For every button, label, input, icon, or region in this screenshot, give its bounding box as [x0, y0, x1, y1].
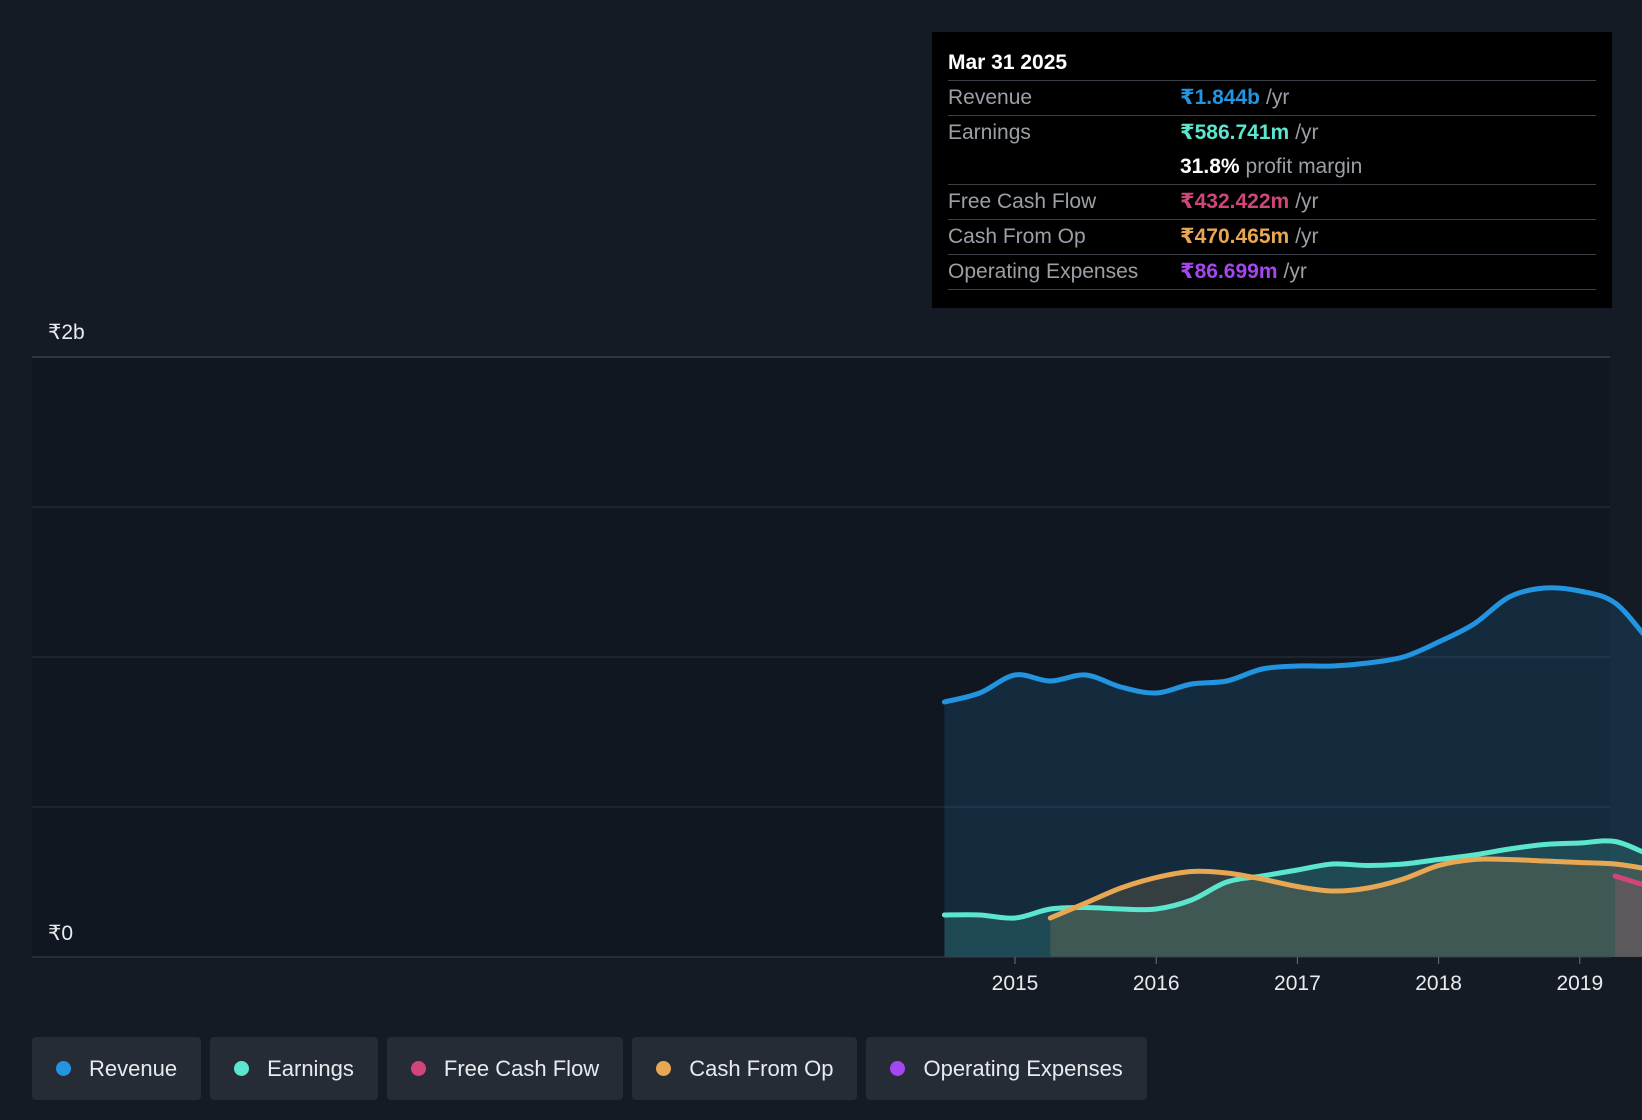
x-tick-label: 2015	[992, 972, 1039, 995]
legend-item-earnings[interactable]: Earnings	[210, 1037, 378, 1100]
tooltip-unit: /yr	[1266, 86, 1290, 109]
tooltip-label: Earnings	[948, 121, 1031, 144]
legend-dot-icon	[234, 1061, 250, 1076]
tooltip-unit: /yr	[1295, 225, 1319, 248]
profit-margin-value: 31.8%	[1180, 155, 1240, 178]
tooltip-unit: /yr	[1295, 121, 1319, 144]
y-tick-label-top: ₹2b	[48, 321, 85, 344]
legend-label: Cash From Op	[689, 1055, 834, 1081]
tooltip-label: Revenue	[948, 86, 1033, 109]
tooltip-value: ₹86.699m	[1180, 260, 1278, 283]
tooltip-value: ₹470.465m	[1180, 225, 1290, 248]
tooltip-date: Mar 31 2025	[948, 46, 1596, 81]
tooltip-unit: profit margin	[1245, 155, 1363, 178]
series-lines	[941, 585, 1642, 921]
tooltip-unit: /yr	[1295, 190, 1319, 213]
y-tick-label-bottom: ₹0	[48, 922, 74, 945]
legend-label: Operating Expenses	[923, 1055, 1123, 1081]
tooltip-value: ₹586.741m	[1180, 121, 1290, 144]
legend-dot-icon	[656, 1061, 672, 1076]
free-cash-flow-area	[1615, 876, 1642, 957]
revenue-area	[944, 587, 1642, 957]
legend-item-revenue[interactable]: Revenue	[32, 1037, 202, 1100]
tooltip-row-earnings: Earnings ₹586.741m /yr	[948, 116, 1596, 150]
tooltip-label: Cash From Op	[948, 225, 1086, 248]
x-tick-label: 2016	[1133, 972, 1180, 995]
cash-from-op-area	[1050, 859, 1642, 957]
tooltip-panel: Mar 31 2025 Revenue ₹1.844b /yr Earnings…	[932, 32, 1612, 308]
legend-item-operating-expenses[interactable]: Operating Expenses	[866, 1037, 1147, 1100]
series-areas	[944, 587, 1642, 957]
revenue-line	[941, 585, 1642, 705]
legend-label: Earnings	[267, 1055, 354, 1081]
x-tick-label: 2017	[1274, 972, 1321, 995]
tooltip-label: Operating Expenses	[948, 260, 1139, 283]
legend-dot-icon	[410, 1061, 426, 1076]
legend-item-cash-from-op[interactable]: Cash From Op	[632, 1037, 858, 1100]
x-tick-label: 2018	[1415, 972, 1462, 995]
x-axis-ticks: 2015201620172018201920202021202220232024…	[992, 957, 1603, 995]
gridlines	[32, 356, 1610, 808]
tooltip-label: Free Cash Flow	[948, 190, 1097, 213]
legend-label: Free Cash Flow	[443, 1055, 600, 1081]
tooltip-unit: /yr	[1283, 260, 1307, 283]
legend: Revenue Earnings Free Cash Flow Cash Fro…	[32, 1037, 1147, 1100]
earnings-area	[944, 840, 1642, 957]
tooltip-value: ₹432.422m	[1180, 190, 1290, 213]
tooltip-value: ₹1.844b	[1180, 86, 1260, 109]
earnings-line	[941, 838, 1642, 921]
tooltip-row-revenue: Revenue ₹1.844b /yr	[948, 81, 1596, 116]
x-tick-label: 2019	[1556, 972, 1603, 995]
tooltip-row-cash-from-op: Cash From Op ₹470.465m /yr	[948, 220, 1596, 255]
tooltip-row-operating-expenses: Operating Expenses ₹86.699m /yr	[948, 255, 1596, 290]
tooltip-row-profit-margin: 31.8% profit margin	[948, 150, 1596, 185]
tooltip-row-free-cash-flow: Free Cash Flow ₹432.422m /yr	[948, 185, 1596, 220]
legend-item-free-cash-flow[interactable]: Free Cash Flow	[386, 1037, 624, 1100]
legend-dot-icon	[56, 1061, 71, 1076]
tooltip-label	[948, 150, 1180, 184]
legend-dot-icon	[890, 1061, 906, 1076]
legend-label: Revenue	[89, 1055, 178, 1081]
cash-from-op-line	[1047, 856, 1642, 921]
